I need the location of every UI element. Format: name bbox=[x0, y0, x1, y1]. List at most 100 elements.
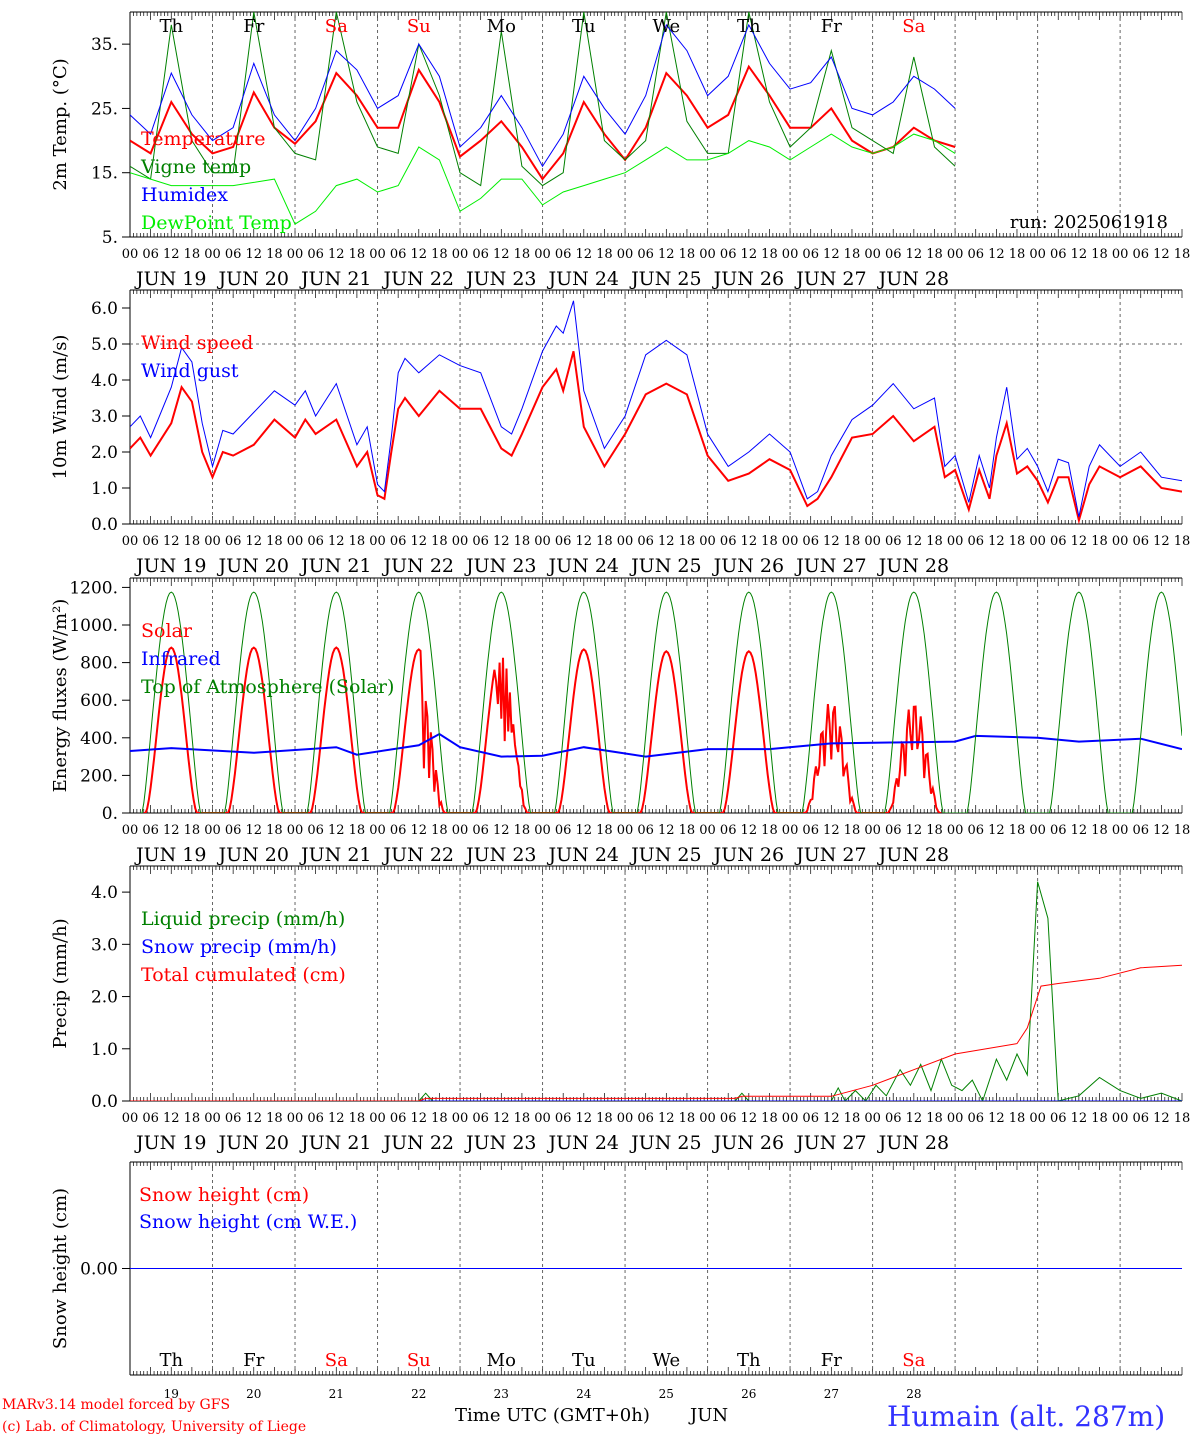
date-label: JUN 27 bbox=[794, 555, 866, 577]
hour-tick-label: 00 bbox=[782, 534, 799, 549]
hour-tick-label: 12 bbox=[823, 823, 840, 838]
hour-tick-label: 18 bbox=[761, 534, 778, 549]
legend-entry: Snow height (cm W.E.) bbox=[139, 1211, 357, 1233]
hour-tick-label: 12 bbox=[906, 823, 923, 838]
y-tick-label: 4.0 bbox=[91, 371, 118, 391]
hour-tick-label: 00 bbox=[122, 823, 139, 838]
hour-tick-label: 00 bbox=[864, 247, 881, 262]
legend-entry: Wind gust bbox=[141, 360, 239, 382]
hour-tick-label: 12 bbox=[741, 247, 758, 262]
hour-tick-label: 00 bbox=[204, 823, 221, 838]
weekday-label: Th bbox=[737, 1350, 761, 1371]
hour-tick-label: 06 bbox=[555, 247, 572, 262]
y-tick-label: 15. bbox=[91, 164, 118, 184]
date-label: JUN 19 bbox=[134, 555, 206, 577]
lab-credit: (c) Lab. of Climatology, University of L… bbox=[2, 1419, 307, 1435]
series-line-liquid-precip-mm-h- bbox=[130, 881, 1182, 1101]
hour-tick-label: 00 bbox=[534, 534, 551, 549]
legend-entry: Liquid precip (mm/h) bbox=[141, 908, 345, 930]
hour-tick-label: 06 bbox=[1132, 1111, 1149, 1126]
hour-tick-label: 18 bbox=[1174, 247, 1191, 262]
hour-tick-label: 06 bbox=[885, 247, 902, 262]
hour-tick-label: 06 bbox=[967, 247, 984, 262]
hour-tick-label: 12 bbox=[493, 823, 510, 838]
hour-tick-label: 12 bbox=[1071, 534, 1088, 549]
hour-tick-label: 00 bbox=[1112, 534, 1129, 549]
hour-tick-label: 06 bbox=[142, 1111, 159, 1126]
hour-tick-label: 12 bbox=[906, 247, 923, 262]
series-line-infrared bbox=[130, 732, 1182, 758]
hour-tick-label: 06 bbox=[307, 247, 324, 262]
hour-tick-label: 12 bbox=[741, 823, 758, 838]
hour-tick-label: 00 bbox=[617, 1111, 634, 1126]
hour-tick-label: 18 bbox=[844, 247, 861, 262]
hour-tick-label: 00 bbox=[534, 1111, 551, 1126]
weekday-label: Tu bbox=[572, 1350, 596, 1371]
hour-tick-label: 06 bbox=[142, 823, 159, 838]
hour-tick-label: 00 bbox=[782, 823, 799, 838]
hour-tick-label: 06 bbox=[720, 1111, 737, 1126]
date-label: JUN 27 bbox=[794, 844, 866, 866]
hour-tick-label: 00 bbox=[1029, 823, 1046, 838]
y-tick-label: 2.0 bbox=[91, 988, 118, 1008]
date-label: JUN 27 bbox=[794, 1132, 866, 1154]
hour-tick-label: 18 bbox=[266, 247, 283, 262]
hour-tick-label: 00 bbox=[1112, 823, 1129, 838]
hour-tick-label: 06 bbox=[225, 823, 242, 838]
hour-tick-label: 12 bbox=[823, 1111, 840, 1126]
hour-tick-label: 00 bbox=[534, 247, 551, 262]
hour-tick-label: 06 bbox=[967, 1111, 984, 1126]
hour-tick-label: 00 bbox=[122, 247, 139, 262]
y-tick-label: 5. bbox=[102, 228, 118, 248]
hour-tick-label: 18 bbox=[1009, 247, 1026, 262]
date-label: JUN 22 bbox=[382, 555, 454, 577]
date-label: JUN 19 bbox=[134, 844, 206, 866]
hour-tick-label: 12 bbox=[658, 534, 675, 549]
hour-tick-label: 00 bbox=[617, 247, 634, 262]
hour-tick-label: 12 bbox=[245, 1111, 262, 1126]
hour-tick-label: 00 bbox=[864, 1111, 881, 1126]
weekday-label: Th bbox=[159, 16, 183, 37]
date-label: JUN 22 bbox=[382, 268, 454, 290]
y-tick-label: 0.0 bbox=[91, 515, 118, 535]
date-label: JUN 24 bbox=[547, 1132, 619, 1154]
hour-tick-label: 00 bbox=[287, 823, 304, 838]
hour-tick-label: 00 bbox=[369, 823, 386, 838]
hour-tick-label: 06 bbox=[142, 247, 159, 262]
date-label: JUN 28 bbox=[877, 844, 949, 866]
y-axis-label: Precip (mm/h) bbox=[50, 918, 71, 1048]
hour-tick-label: 06 bbox=[1050, 247, 1067, 262]
hour-tick-label: 00 bbox=[699, 534, 716, 549]
y-tick-label: 1200. bbox=[69, 578, 118, 598]
hour-tick-label: 06 bbox=[802, 1111, 819, 1126]
date-label: JUN 20 bbox=[217, 555, 289, 577]
hour-tick-label: 18 bbox=[926, 823, 943, 838]
hour-tick-label: 00 bbox=[369, 534, 386, 549]
hour-tick-label: 00 bbox=[287, 1111, 304, 1126]
hour-tick-label: 12 bbox=[328, 823, 345, 838]
y-axis-label: 10m Wind (m/s) bbox=[50, 335, 71, 480]
station-name: Humain (alt. 287m) bbox=[887, 1400, 1166, 1433]
weekday-label: We bbox=[652, 1350, 680, 1371]
precip-panel: 0.0 1.0 2.0 3.0 4.0 Precip (mm/h) Liquid preci… bbox=[50, 865, 1190, 1154]
hour-tick-label: 18 bbox=[679, 1111, 696, 1126]
hour-tick-label: 12 bbox=[906, 1111, 923, 1126]
hour-tick-label: 06 bbox=[885, 823, 902, 838]
hour-tick-label: 00 bbox=[947, 247, 964, 262]
legend-entry: Infrared bbox=[141, 648, 221, 670]
hour-tick-label: 00 bbox=[699, 1111, 716, 1126]
y-tick-label: 1000. bbox=[69, 616, 118, 636]
hour-tick-label: 18 bbox=[926, 247, 943, 262]
hour-tick-label: 12 bbox=[658, 1111, 675, 1126]
hour-tick-label: 18 bbox=[349, 1111, 366, 1126]
hour-tick-label: 00 bbox=[369, 247, 386, 262]
hour-tick-label: 06 bbox=[637, 534, 654, 549]
hour-tick-label: 12 bbox=[245, 823, 262, 838]
hour-tick-label: 06 bbox=[472, 247, 489, 262]
hour-tick-label: 18 bbox=[266, 823, 283, 838]
day-number-label: 28 bbox=[906, 1387, 921, 1401]
y-tick-label: 0.0 bbox=[91, 1092, 118, 1112]
weekday-label: Su bbox=[407, 1350, 431, 1371]
y-tick-label: 3.0 bbox=[91, 935, 118, 955]
hour-tick-label: 18 bbox=[761, 247, 778, 262]
